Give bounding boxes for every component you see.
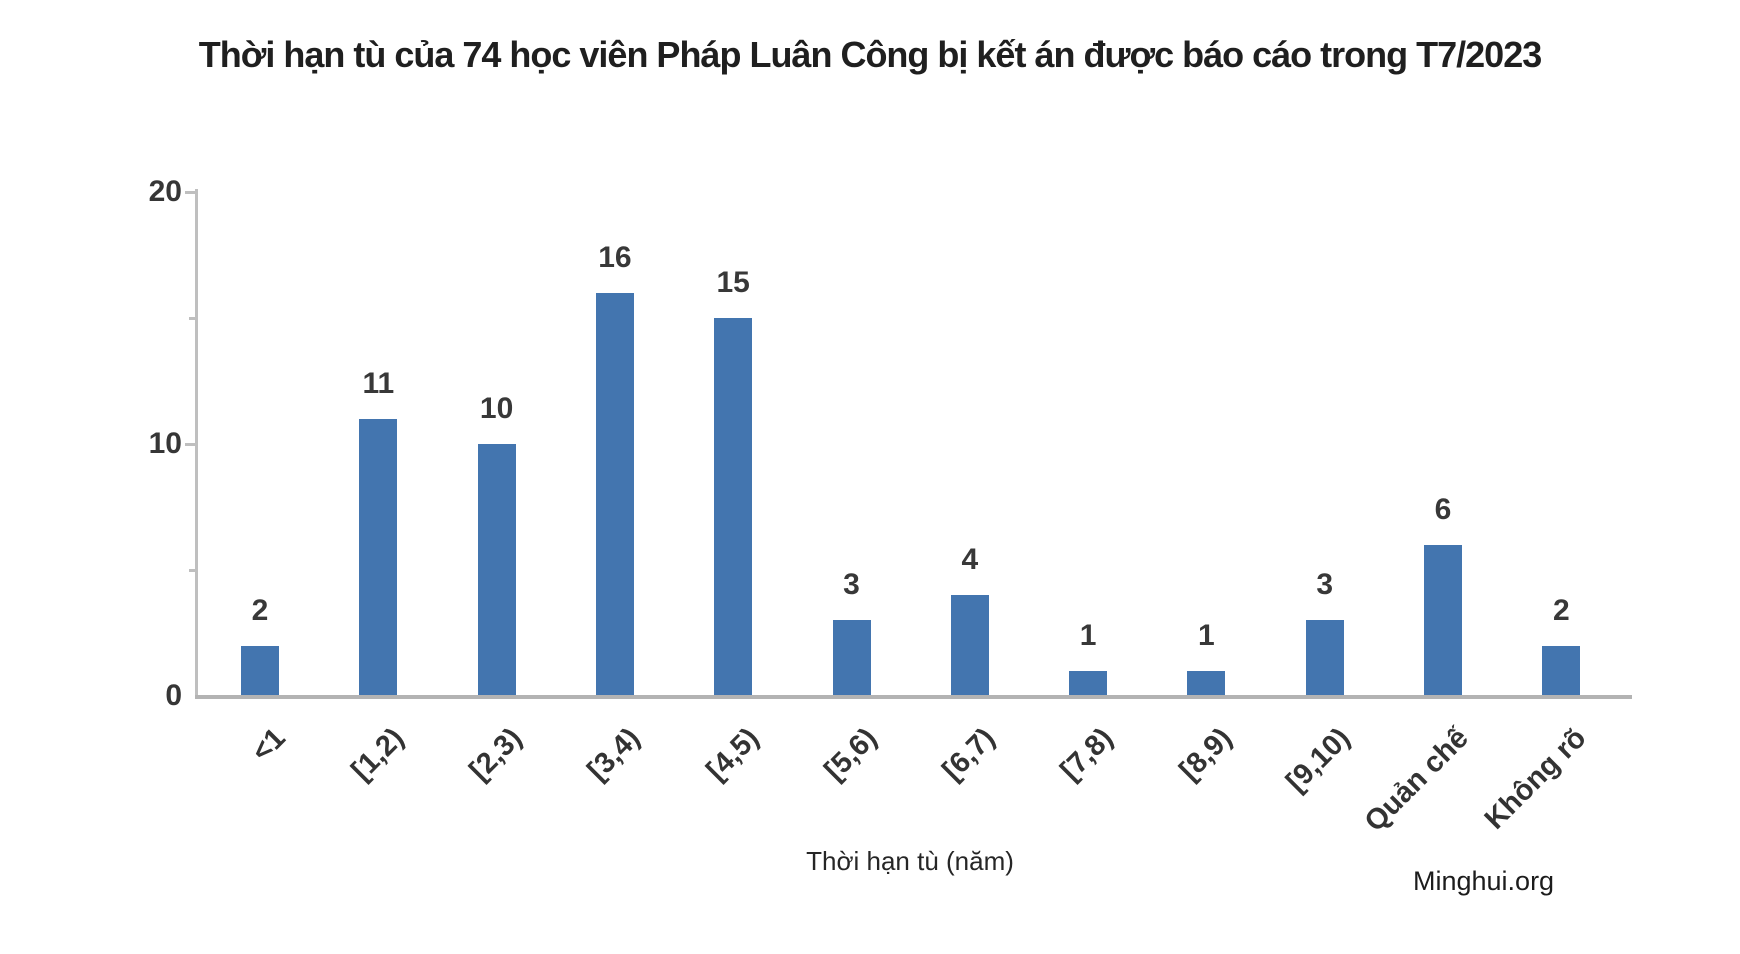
- x-category-label: [1,2): [345, 722, 410, 787]
- bar: [1424, 544, 1462, 696]
- bar-value-label: 10: [479, 392, 514, 425]
- bar-value-label: 1: [1079, 618, 1097, 652]
- bar: [714, 318, 753, 696]
- x-category-label: [3,4): [581, 722, 647, 787]
- bar: [1069, 670, 1108, 696]
- bar: [1542, 645, 1581, 696]
- source-attribution: Minghui.org: [1413, 866, 1555, 896]
- y-tick-label: 10: [148, 427, 182, 460]
- y-tick-mark: [185, 442, 197, 446]
- x-category-label: <1: [245, 722, 292, 769]
- bar: [477, 444, 516, 696]
- bar-value-label: 6: [1434, 492, 1452, 526]
- bar: [1187, 670, 1226, 696]
- y-minor-tick-mark: [189, 316, 197, 320]
- x-axis-line: [195, 695, 1632, 699]
- x-axis-title: Thời hạn tù (năm): [806, 846, 1014, 876]
- bar-value-label: 2: [251, 593, 269, 627]
- x-category-label: Quản chế: [1358, 722, 1475, 839]
- y-tick-label: 20: [148, 175, 182, 208]
- bar: [950, 595, 989, 696]
- bar-value-label: 2: [1552, 593, 1570, 627]
- chart-title: Thời hạn tù của 74 học viên Pháp Luân Cô…: [198, 34, 1543, 75]
- bar-value-label: 16: [598, 240, 632, 274]
- bar: [595, 292, 634, 696]
- bar-value-label: 11: [362, 366, 395, 400]
- x-category-label: [7,8): [1054, 722, 1120, 787]
- bar-value-label: 1: [1198, 618, 1215, 652]
- bar-value-label: 3: [1316, 568, 1334, 602]
- bar: [1305, 620, 1344, 696]
- x-category-label: [8,9): [1173, 722, 1239, 787]
- x-category-label: [9,10): [1280, 722, 1357, 799]
- x-category-label: [5,6): [818, 722, 884, 787]
- x-category-label: [2,3): [463, 722, 529, 787]
- x-category-label: [4,5): [700, 722, 765, 787]
- bar: [359, 418, 398, 696]
- bar: [241, 645, 279, 696]
- y-minor-tick-mark: [189, 568, 197, 572]
- bar-value-label: 4: [961, 543, 979, 577]
- y-tick-mark: [185, 190, 197, 194]
- y-tick-label: 0: [165, 679, 182, 712]
- bar-value-label: 15: [716, 266, 750, 299]
- bar-value-label: 3: [843, 568, 860, 602]
- x-category-label: [6,7): [936, 722, 1002, 787]
- x-category-label: Không rõ: [1479, 722, 1593, 836]
- bar: [832, 620, 871, 696]
